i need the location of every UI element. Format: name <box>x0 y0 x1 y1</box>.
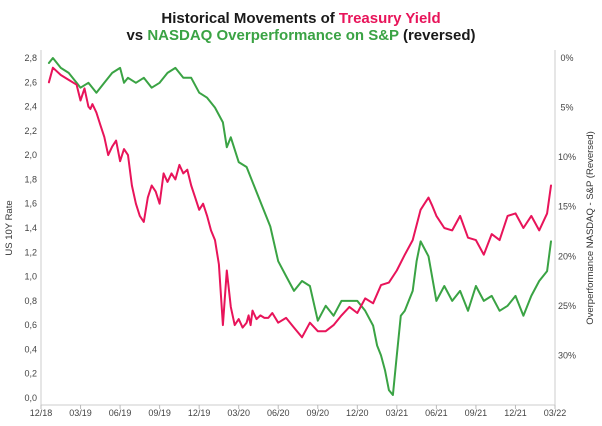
y-left-tick-label: 0,4 <box>24 344 37 354</box>
y-left-tick-label: 0,6 <box>24 320 37 330</box>
y-left-tick-label: 1,4 <box>24 223 37 233</box>
series-line-us-10y-rate <box>47 66 552 339</box>
y-right-tick-label: 5% <box>560 103 573 113</box>
title-nasdaq-highlight: NASDAQ Overperformance on S&P <box>147 27 399 44</box>
x-tick-label: 06/19 <box>109 408 132 418</box>
x-tick-label: 03/19 <box>69 408 92 418</box>
y-left-label: US 10Y Rate <box>4 200 15 255</box>
chart-title-line-1: Historical Movements of Treasury Yield <box>161 10 441 27</box>
y-right-tick-label: 30% <box>558 350 576 360</box>
y-left-tick-label: 2,4 <box>24 102 37 112</box>
series-line-nasdaq-overperformance <box>47 57 552 396</box>
y-right-tick-label: 15% <box>558 202 576 212</box>
x-tick-label: 09/19 <box>148 408 171 418</box>
y-left-tick-label: 1,0 <box>24 272 37 282</box>
x-tick-label: 09/20 <box>307 408 330 418</box>
left-y-ticks: 0,0 0,2 0,4 0,6 0,8 1,0 1,2 1,4 1,6 1,8 2,0 2,2 2,4 2… <box>24 53 37 403</box>
y-left-tick-label: 1,8 <box>24 174 37 184</box>
y-left-tick-label: 1,6 <box>24 199 37 209</box>
x-ticks: 12/18 03/19 06/19 09/19 12/19 03/20 06/20 09/20… <box>30 405 567 418</box>
axes <box>40 50 556 406</box>
right-y-ticks: 0% 5% 10% 15% 20% 25% 30% <box>558 53 576 360</box>
y-left-tick-label: 2,2 <box>24 126 37 136</box>
x-tick-label: 03/20 <box>227 408 250 418</box>
x-tick-label: 12/18 <box>30 408 53 418</box>
y-right-tick-label: 10% <box>558 152 576 162</box>
y-right-tick-label: 20% <box>558 251 576 261</box>
x-tick-label: 09/21 <box>465 408 488 418</box>
title-yield-highlight: Treasury Yield <box>338 10 441 27</box>
y-left-tick-label: 1,2 <box>24 247 37 257</box>
y-left-tick-label: 0,2 <box>24 369 37 379</box>
y-right-tick-label: 0% <box>560 53 573 63</box>
series-layer <box>47 57 552 396</box>
y-right-tick-label: 25% <box>558 301 576 311</box>
y-left-tick-label: 0,0 <box>24 393 37 403</box>
x-tick-label: 03/22 <box>544 408 567 418</box>
x-tick-label: 12/19 <box>188 408 211 418</box>
x-tick-label: 06/20 <box>267 408 290 418</box>
x-tick-label: 12/21 <box>504 408 527 418</box>
x-tick-label: 03/21 <box>386 408 409 418</box>
y-right-label: Overperformance NASDAQ - S&P (Reversed) <box>585 131 596 325</box>
x-tick-label: 06/21 <box>425 408 448 418</box>
y-left-tick-label: 0,8 <box>24 296 37 306</box>
y-left-tick-label: 2,0 <box>24 150 37 160</box>
x-tick-label: 12/20 <box>346 408 369 418</box>
chart-title-line-2: vs NASDAQ Overperformance on S&P (revers… <box>126 27 476 44</box>
y-left-tick-label: 2,6 <box>24 77 37 87</box>
y-left-tick-label: 2,8 <box>24 53 37 63</box>
